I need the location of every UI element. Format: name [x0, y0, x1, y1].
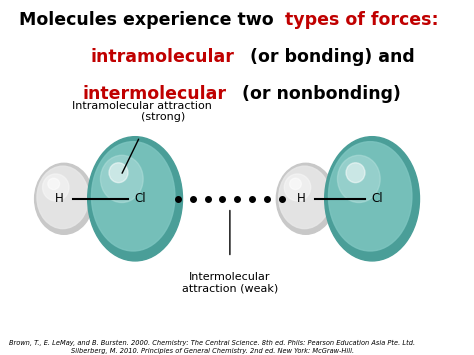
- Text: Intramolecular attraction
            (strong): Intramolecular attraction (strong): [72, 101, 212, 122]
- Ellipse shape: [35, 163, 93, 234]
- Text: Brown, T., E. LeMay, and B. Bursten. 2000. Chemistry: The Central Science. 8th e: Brown, T., E. LeMay, and B. Bursten. 200…: [9, 340, 416, 346]
- Text: H: H: [55, 192, 64, 205]
- Ellipse shape: [100, 155, 143, 202]
- Text: Intermolecular
attraction (weak): Intermolecular attraction (weak): [182, 272, 278, 293]
- Text: intermolecular: intermolecular: [83, 85, 227, 103]
- Ellipse shape: [346, 163, 365, 183]
- Ellipse shape: [43, 174, 69, 201]
- Text: (or nonbonding): (or nonbonding): [236, 85, 401, 103]
- Ellipse shape: [284, 174, 311, 201]
- Text: types of forces:: types of forces:: [285, 11, 439, 29]
- Ellipse shape: [276, 163, 335, 234]
- Ellipse shape: [328, 142, 412, 251]
- Ellipse shape: [48, 178, 60, 190]
- Text: intramolecular: intramolecular: [90, 48, 234, 66]
- Text: Molecules experience two: Molecules experience two: [19, 11, 280, 29]
- Text: Cl: Cl: [134, 192, 146, 205]
- Ellipse shape: [109, 163, 128, 183]
- Ellipse shape: [337, 155, 380, 202]
- Ellipse shape: [91, 142, 175, 251]
- Ellipse shape: [37, 166, 89, 229]
- Text: H: H: [297, 192, 306, 205]
- Text: Cl: Cl: [371, 192, 383, 205]
- Text: Silberberg, M. 2010. Principles of General Chemistry. 2nd ed. New York: McGraw-H: Silberberg, M. 2010. Principles of Gener…: [71, 348, 354, 354]
- Ellipse shape: [325, 137, 419, 261]
- Text: (or bonding) and: (or bonding) and: [244, 48, 415, 66]
- Ellipse shape: [290, 178, 301, 190]
- Ellipse shape: [279, 166, 330, 229]
- Ellipse shape: [88, 137, 182, 261]
